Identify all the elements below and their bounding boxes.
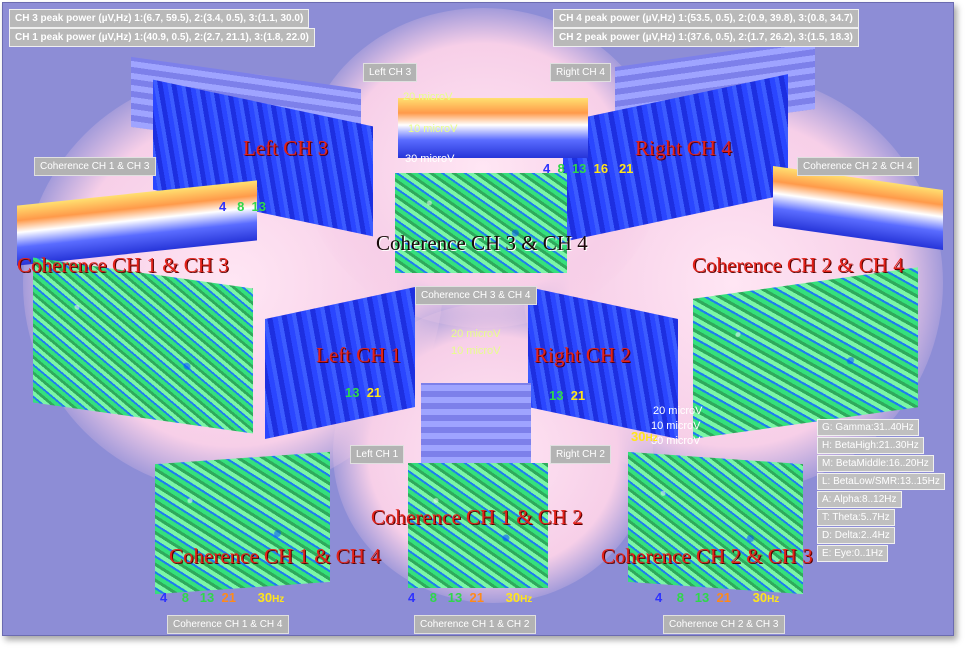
microv-20-center: 20 microV	[451, 328, 501, 340]
title-coh14: Coherence CH 1 & CH 4	[169, 544, 381, 568]
label-right-ch4: Right CH 4	[550, 63, 611, 82]
label-left-ch1: Left CH 1	[350, 445, 405, 464]
title-left-ch1: Left CH 1	[316, 343, 402, 367]
ch2-peak-power: CH 2 peak power (µV,Hz) 1:(37.6, 0.5), 2…	[553, 28, 859, 47]
microv-30-top: 30 microV	[405, 153, 455, 165]
tick-8: 8	[181, 590, 189, 605]
tick-13: 13	[571, 161, 587, 176]
title-coh23: Coherence CH 2 & CH 3	[601, 544, 813, 568]
ch1-peak-power: CH 1 peak power (µV,Hz) 1:(40.9, 0.5), 2…	[9, 28, 315, 47]
tick-21: 21	[570, 388, 586, 403]
axis-ticks-right-ch2: 13 21	[549, 388, 585, 403]
axis-ticks-coh23: 4 8 13 21 30Hz	[655, 590, 779, 605]
legend-gamma: G: Gamma:31..40Hz	[817, 419, 919, 436]
coh34-surface[interactable]	[395, 173, 567, 273]
microv-10-right: 10 microV	[651, 420, 701, 432]
title-right-ch4: Right CH 4	[635, 136, 732, 160]
axis-ticks-coh12: 4 8 13 21 30Hz	[408, 590, 532, 605]
tick-13: 13	[694, 590, 710, 605]
tick-16: 16	[593, 161, 609, 176]
title-coh34: Coherence CH 3 & CH 4	[376, 231, 588, 255]
coh12-backwall	[421, 383, 531, 463]
axis-ticks-left-ch3: 4 8 13	[219, 199, 266, 214]
tick-4: 4	[219, 199, 227, 214]
title-right-ch2: Right CH 2	[534, 343, 631, 367]
axis-ticks-right-ch4: 4 8 13 16 21	[543, 161, 633, 176]
tick-30: 30	[257, 590, 273, 605]
ch4-peak-power: CH 4 peak power (µV,Hz) 1:(53.5, 0.5), 2…	[553, 9, 859, 28]
microv-20-right: 20 microV	[653, 405, 703, 417]
tick-21: 21	[366, 385, 382, 400]
tick-30: 30	[752, 590, 768, 605]
tick-hz: Hz	[767, 594, 780, 605]
tick-8: 8	[676, 590, 684, 605]
microv-30-right: 30 microV	[651, 435, 701, 447]
axis-ticks-right-ch2-hz: 30Hz	[631, 429, 658, 444]
tick-8: 8	[429, 590, 437, 605]
tick-4: 4	[655, 590, 663, 605]
tick-hz: Hz	[645, 433, 658, 444]
ch3-peak-power: CH 3 peak power (µV,Hz) 1:(6.7, 59.5), 2…	[9, 9, 310, 28]
3d-eeg-viewport[interactable]: CH 3 peak power (µV,Hz) 1:(6.7, 59.5), 2…	[2, 2, 954, 636]
coh13-surface[interactable]	[33, 257, 253, 434]
coh12-surface[interactable]	[408, 463, 548, 588]
label-coh14: Coherence CH 1 & CH 4	[167, 615, 289, 634]
tick-13: 13	[549, 388, 564, 403]
coh23-surface[interactable]	[628, 451, 803, 595]
label-coh13: Coherence CH 1 & CH 3	[34, 157, 156, 176]
tick-21: 21	[469, 590, 484, 605]
title-coh24: Coherence CH 2 & CH 4	[692, 253, 904, 277]
label-right-ch2: Right CH 2	[550, 445, 611, 464]
tick-8: 8	[237, 199, 245, 214]
tick-21: 21	[618, 161, 634, 176]
tick-13: 13	[199, 590, 215, 605]
coh14-surface[interactable]	[155, 451, 330, 595]
label-coh34: Coherence CH 3 & CH 4	[415, 286, 537, 305]
tick-13: 13	[345, 385, 360, 400]
legend-delta: D: Delta:2..4Hz	[817, 527, 895, 544]
coh34-peaks	[398, 98, 588, 158]
axis-ticks-coh14: 4 8 13 21 30Hz	[160, 590, 284, 605]
tick-30: 30	[631, 429, 646, 444]
microv-20-top: 20 microV	[403, 91, 453, 103]
legend-betamiddle: M: BetaMiddle:16..20Hz	[817, 455, 934, 472]
title-coh13: Coherence CH 1 & CH 3	[17, 253, 229, 277]
legend-alpha: A: Alpha:8..12Hz	[817, 491, 902, 508]
tick-13: 13	[251, 199, 267, 214]
tick-30: 30	[505, 590, 521, 605]
legend-betahigh: H: BetaHigh:21..30Hz	[817, 437, 924, 454]
label-coh23: Coherence CH 2 & CH 3	[663, 615, 785, 634]
legend-theta: T: Theta:5..7Hz	[817, 509, 895, 526]
title-coh12: Coherence CH 1 & CH 2	[371, 505, 583, 529]
tick-21: 21	[716, 590, 731, 605]
legend-betalow: L: BetaLow/SMR:13..15Hz	[817, 473, 945, 490]
label-coh12: Coherence CH 1 & CH 2	[414, 615, 536, 634]
tick-4: 4	[543, 161, 551, 176]
microv-10-top: 10 microV	[408, 123, 458, 135]
tick-hz: Hz	[520, 594, 533, 605]
label-coh24: Coherence CH 2 & CH 4	[797, 157, 919, 176]
title-left-ch3: Left CH 3	[243, 136, 329, 160]
tick-4: 4	[408, 590, 416, 605]
tick-8: 8	[557, 161, 565, 176]
microv-10-center: 10 microV	[451, 345, 501, 357]
legend-eye: E: Eye:0..1Hz	[817, 545, 889, 562]
tick-13: 13	[447, 590, 463, 605]
label-left-ch3: Left CH 3	[363, 63, 418, 82]
tick-hz: Hz	[272, 594, 285, 605]
tick-4: 4	[160, 590, 168, 605]
axis-ticks-left-ch1: 13 21	[345, 385, 381, 400]
tick-21: 21	[221, 590, 236, 605]
